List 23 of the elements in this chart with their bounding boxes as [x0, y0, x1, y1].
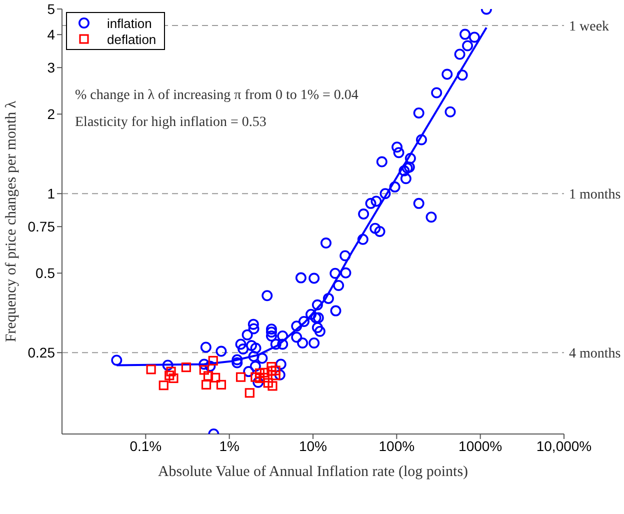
y-tick-label: 4 [47, 26, 56, 43]
y-tick-label: 2 [47, 106, 56, 122]
x-tick-label: 1000% [458, 438, 502, 454]
annotation: Elasticity for high inflation = 0.53 [75, 115, 266, 131]
y-tick-label: 5 [47, 0, 56, 17]
y-tick-label: 1 [47, 186, 56, 202]
x-tick-label: 0.1% [130, 438, 162, 454]
legend-label: inflation [107, 16, 152, 30]
y-tick-label: 0.5 [36, 265, 56, 282]
annotation: % change in λ of increasing π from 0 to 1% = 0.04 [75, 88, 358, 104]
ref-line-label: 1 week [569, 19, 610, 34]
ref-line-label: 1 months [569, 188, 621, 203]
y-tick-label: 0.75 [28, 218, 56, 235]
x-axis-title: Absolute Value of Annual Inflation rate (log points) [158, 464, 468, 480]
x-tick-label: 1% [219, 438, 240, 454]
x-tick-label: 10% [298, 438, 328, 454]
y-tick-label: 0.25 [28, 344, 56, 361]
x-tick-label: 10,000% [536, 438, 592, 454]
x-tick-label: 100% [378, 438, 415, 454]
ref-line-label: 4 months [569, 346, 621, 362]
y-axis-title: Frequency of price changes per month λ [3, 100, 20, 342]
y-tick-label: 3 [47, 60, 56, 76]
legend-label: deflation [107, 32, 156, 46]
